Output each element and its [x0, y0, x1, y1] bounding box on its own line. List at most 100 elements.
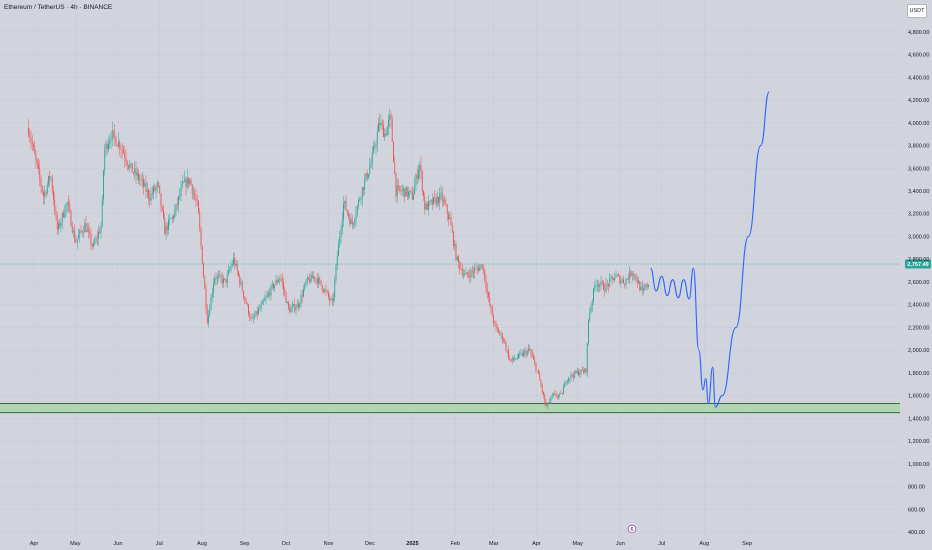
candle [585, 367, 587, 376]
candle [104, 144, 106, 176]
x-tick-label: Mar [489, 541, 499, 547]
candle [289, 303, 291, 315]
candle [33, 142, 34, 151]
candle [285, 291, 287, 304]
candle [198, 199, 199, 214]
candle [349, 213, 351, 228]
candle [63, 209, 64, 219]
candle [244, 296, 246, 304]
candle [111, 121, 113, 147]
candle [68, 195, 69, 213]
candle [594, 281, 596, 293]
candle [265, 290, 267, 305]
candle [510, 359, 512, 363]
candle [579, 369, 581, 378]
candles [28, 107, 649, 410]
support-zone-rect[interactable] [0, 403, 900, 413]
candle [385, 128, 387, 138]
candle [181, 174, 183, 189]
candle [176, 197, 178, 211]
candle [113, 130, 114, 139]
candle [239, 273, 241, 289]
candle [423, 189, 424, 201]
event-marker-circle[interactable] [627, 524, 637, 534]
candle [86, 222, 88, 233]
candle [130, 162, 132, 169]
candle [221, 272, 223, 288]
candle [496, 323, 498, 332]
candle [225, 278, 227, 287]
candle [604, 283, 606, 297]
candle [554, 390, 556, 395]
candle [195, 189, 197, 208]
candle [405, 185, 407, 197]
candle [578, 368, 579, 377]
candle [615, 270, 617, 278]
x-tick-label: May [70, 541, 81, 547]
candle [514, 354, 516, 362]
candle [209, 304, 211, 317]
candle [384, 128, 386, 141]
candle [245, 296, 247, 305]
candle [151, 185, 153, 199]
candle [58, 220, 59, 235]
projection-line[interactable] [650, 91, 770, 408]
candle [271, 280, 273, 290]
candle [308, 276, 309, 281]
x-tick-label: Apr [30, 541, 39, 547]
candle [173, 214, 174, 223]
candle [623, 275, 624, 285]
candle [363, 186, 364, 197]
candle [530, 348, 532, 359]
candle [633, 271, 634, 280]
candle [473, 266, 474, 280]
candle [606, 279, 608, 290]
candle [529, 344, 531, 352]
candle [218, 270, 219, 282]
x-tick-label: Sep [742, 541, 752, 547]
candle [264, 294, 266, 302]
candle [593, 287, 594, 305]
candle [171, 214, 173, 224]
candle [476, 264, 478, 275]
currency-button[interactable]: USDT [907, 4, 927, 18]
candle [159, 185, 161, 195]
candle [634, 274, 636, 281]
candle [190, 177, 192, 186]
candle [180, 180, 182, 202]
candle [94, 236, 96, 246]
candle [158, 181, 159, 188]
candle [328, 289, 329, 301]
candle [253, 313, 254, 324]
candle [178, 195, 179, 213]
candle [143, 175, 144, 195]
candle [88, 223, 89, 239]
candle [200, 225, 202, 250]
candle [266, 291, 268, 299]
candle [286, 301, 288, 305]
candle [521, 350, 523, 358]
candle [375, 139, 377, 155]
y-tick-label: 3,200.00 [908, 212, 929, 218]
candle [590, 303, 592, 314]
candle [588, 318, 589, 346]
candle [168, 215, 169, 235]
candle [56, 211, 58, 235]
y-tick-label: 2,600.00 [908, 280, 929, 286]
candle [145, 175, 147, 199]
candle [230, 260, 232, 273]
candle [210, 294, 212, 311]
candle [138, 169, 139, 185]
candle [488, 291, 489, 302]
candle [353, 222, 354, 228]
candle [35, 149, 37, 169]
candle [70, 209, 72, 227]
candle [609, 272, 611, 288]
candle [339, 231, 341, 248]
candle [550, 395, 552, 404]
candle [344, 200, 346, 210]
candle [443, 195, 444, 207]
candle [318, 273, 319, 289]
candle [413, 188, 414, 201]
